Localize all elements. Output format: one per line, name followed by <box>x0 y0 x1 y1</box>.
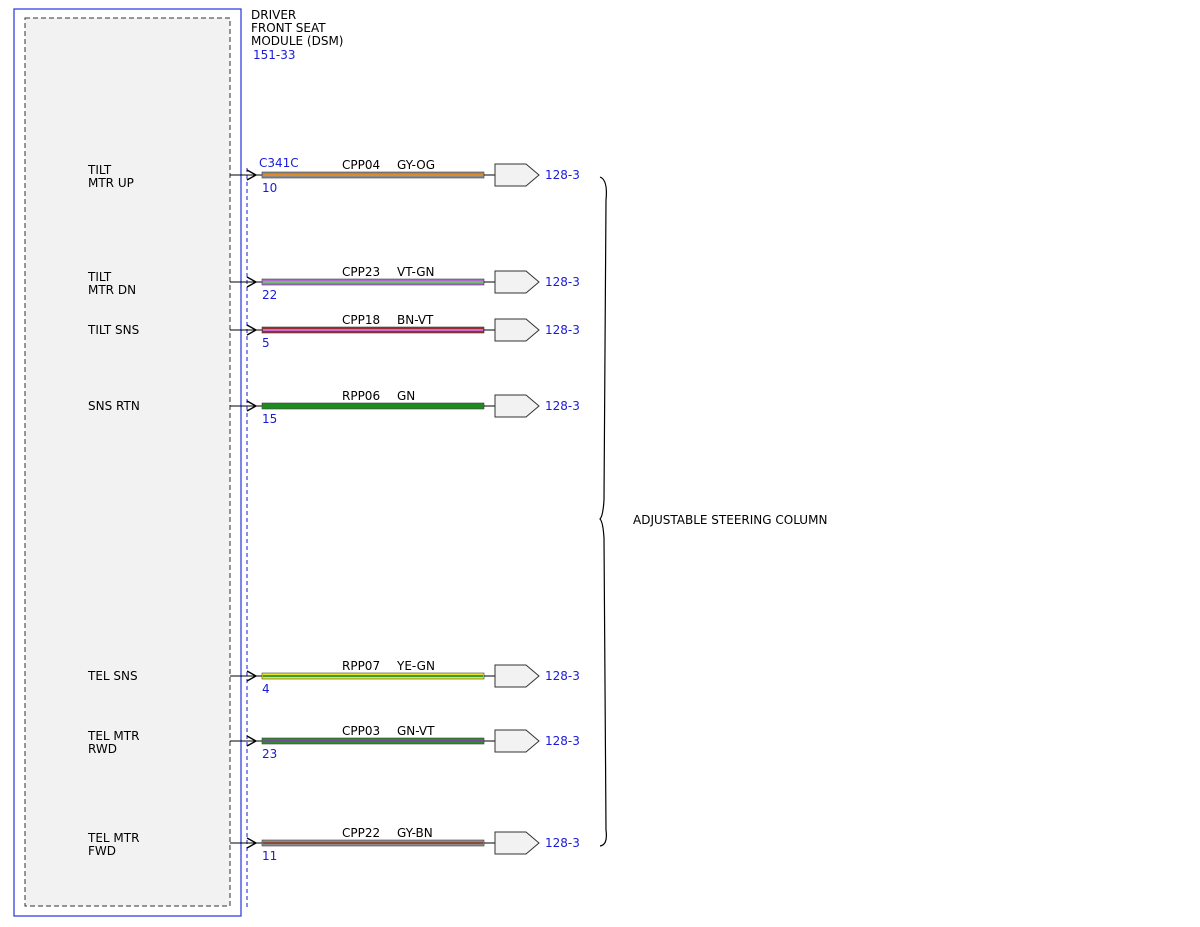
pin-label: FWD <box>88 844 116 858</box>
module-title-3: MODULE (DSM) <box>251 34 343 48</box>
wire-color-code: VT-GN <box>397 265 434 279</box>
wire-color-code: YE-GN <box>396 659 435 673</box>
destination-ref[interactable]: 128-3 <box>545 399 580 413</box>
circuit-id: CPP03 <box>342 724 380 738</box>
module-title-1: DRIVER <box>251 8 296 22</box>
connector-name[interactable]: C341C <box>259 156 299 170</box>
circuit-id: CPP22 <box>342 826 380 840</box>
pin-label: MTR DN <box>88 283 136 297</box>
module-ref[interactable]: 151-33 <box>253 48 296 62</box>
component-label: ADJUSTABLE STEERING COLUMN <box>633 513 827 527</box>
continuation-arrow-icon[interactable] <box>494 318 540 342</box>
pin-number: 15 <box>262 412 277 426</box>
continuation-arrow-icon[interactable] <box>494 394 540 418</box>
circuit-id: CPP18 <box>342 313 380 327</box>
pin-label: TILT <box>87 163 112 177</box>
circuit-id: RPP07 <box>342 659 380 673</box>
pin-label: TILT <box>87 270 112 284</box>
pin-number: 11 <box>262 849 277 863</box>
component-brace <box>599 176 607 847</box>
pin-label: TEL MTR <box>87 831 139 845</box>
connector-arrow-icon <box>246 276 258 288</box>
destination-ref[interactable]: 128-3 <box>545 669 580 683</box>
circuit-id: RPP06 <box>342 389 380 403</box>
pin-number: 5 <box>262 336 270 350</box>
pin-number: 10 <box>262 181 277 195</box>
wire-color-code: GY-OG <box>397 158 435 172</box>
circuit-id: CPP04 <box>342 158 380 172</box>
continuation-arrow-icon[interactable] <box>494 729 540 753</box>
pin-label: TEL SNS <box>87 669 138 683</box>
connector-arrow-icon <box>246 735 258 747</box>
pin-number: 22 <box>262 288 277 302</box>
continuation-arrow-icon[interactable] <box>494 664 540 688</box>
pin-number: 23 <box>262 747 277 761</box>
circuit-id: CPP23 <box>342 265 380 279</box>
connector-arrow-icon <box>246 837 258 849</box>
pin-label: TEL MTR <box>87 729 139 743</box>
destination-ref[interactable]: 128-3 <box>545 168 580 182</box>
wire-color-code: BN-VT <box>397 313 434 327</box>
pin-label: RWD <box>88 742 117 756</box>
connector-arrow-icon <box>246 670 258 682</box>
wire-color-code: GY-BN <box>397 826 433 840</box>
module-title-2: FRONT SEAT <box>251 21 326 35</box>
pin-label: SNS RTN <box>88 399 140 413</box>
destination-ref[interactable]: 128-3 <box>545 734 580 748</box>
connector-arrow-icon <box>246 169 258 181</box>
wire-color-code: GN <box>397 389 415 403</box>
destination-ref[interactable]: 128-3 <box>545 836 580 850</box>
connector-arrow-icon <box>246 324 258 336</box>
destination-ref[interactable]: 128-3 <box>545 323 580 337</box>
pin-label: MTR UP <box>88 176 134 190</box>
destination-ref[interactable]: 128-3 <box>545 275 580 289</box>
wire-color-code: GN-VT <box>397 724 435 738</box>
module-body <box>24 17 231 907</box>
continuation-arrow-icon[interactable] <box>494 270 540 294</box>
connector-arrow-icon <box>246 400 258 412</box>
pin-label: TILT SNS <box>87 323 139 337</box>
continuation-arrow-icon[interactable] <box>494 831 540 855</box>
continuation-arrow-icon[interactable] <box>494 163 540 187</box>
pin-number: 4 <box>262 682 270 696</box>
